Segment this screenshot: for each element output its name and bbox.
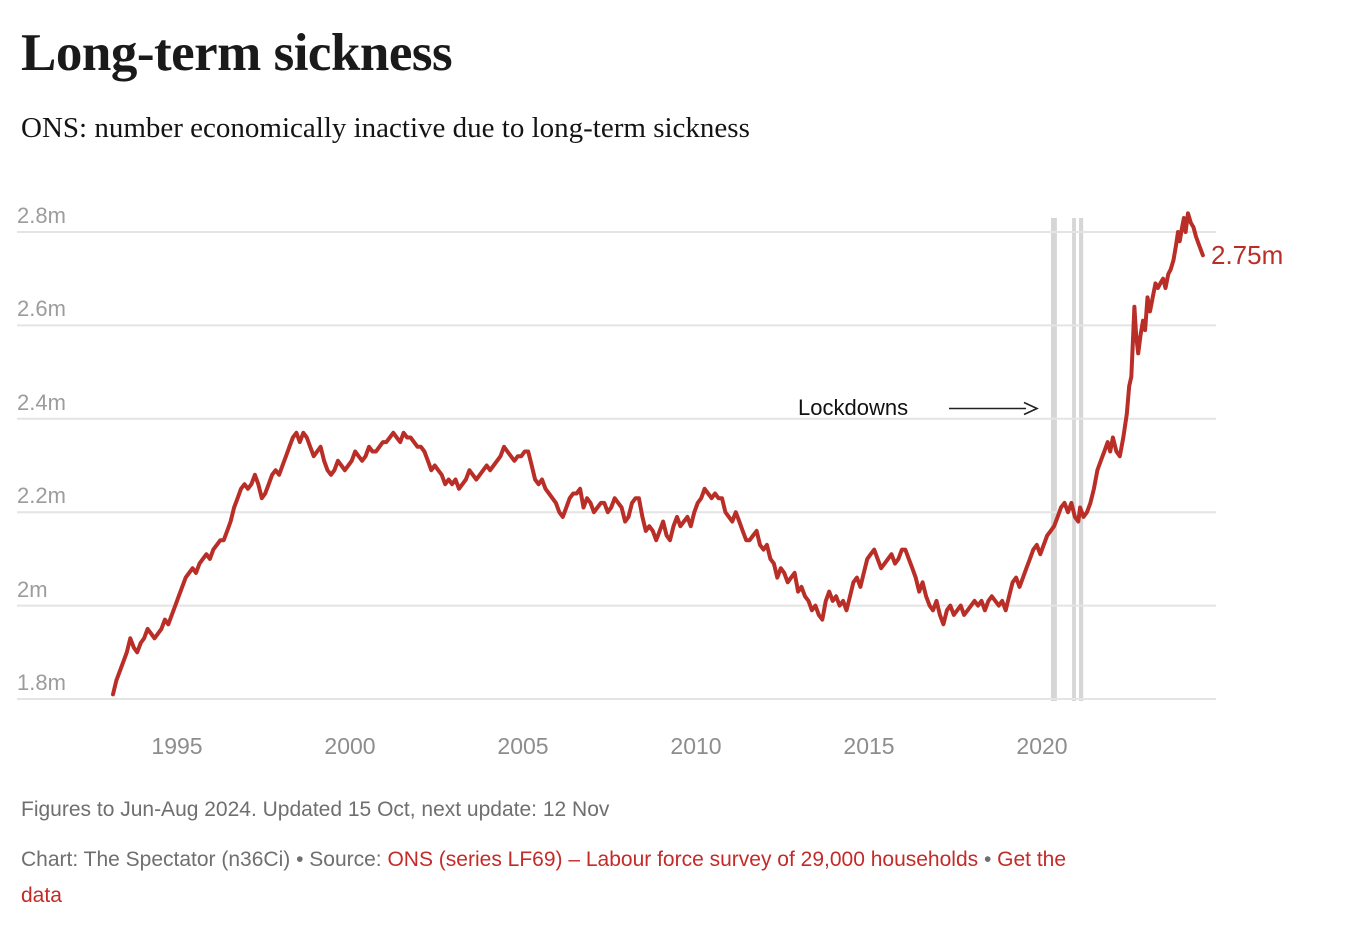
lockdown-band-1 [1051, 218, 1057, 701]
x-tick-label-2020: 2020 [1016, 733, 1068, 759]
y-tick-label-2.2m: 2.2m [17, 483, 66, 509]
lockdowns-arrow-head [1023, 401, 1039, 416]
y-tick-label-2.8m: 2.8m [17, 203, 66, 228]
y-tick-label-1.8m: 1.8m [17, 670, 66, 695]
lockdown-band-3 [1079, 218, 1084, 701]
x-tick-label-2015: 2015 [843, 733, 895, 759]
x-tick-label-2010: 2010 [670, 733, 722, 759]
x-tick-label-2000: 2000 [324, 733, 376, 759]
lockdowns-annotation: Lockdowns [798, 395, 909, 420]
byline-prefix: Chart: The Spectator (n36Ci) • Source: [21, 848, 388, 871]
y-tick-label-2m: 2m [17, 576, 48, 602]
end-value-label: 2.75m [1211, 240, 1284, 270]
sickness-line [111, 211, 1205, 697]
get-data-link[interactable]: Get the data [21, 848, 1067, 907]
chart-footer: Figures to Jun-Aug 2024. Updated 15 Oct,… [21, 795, 1307, 914]
y-tick-label-2.4m: 2.4m [17, 389, 66, 415]
footer-separator: • [978, 848, 998, 871]
y-tick-label-2.6m: 2.6m [17, 296, 66, 322]
source-link[interactable]: ONS (series LF69) – Labour force survey … [387, 848, 979, 871]
chart-title: Long-term sickness [21, 24, 453, 82]
footer-notes: Figures to Jun-Aug 2024. Updated 15 Oct,… [21, 798, 610, 821]
footer-byline: Chart: The Spectator (n36Ci) • Source: O… [21, 842, 1307, 914]
chart-subtitle: ONS: number economically inactive due to… [21, 112, 750, 144]
lockdown-band-2 [1072, 218, 1076, 701]
x-tick-label-1995: 1995 [151, 733, 203, 759]
x-tick-label-2005: 2005 [497, 733, 549, 759]
